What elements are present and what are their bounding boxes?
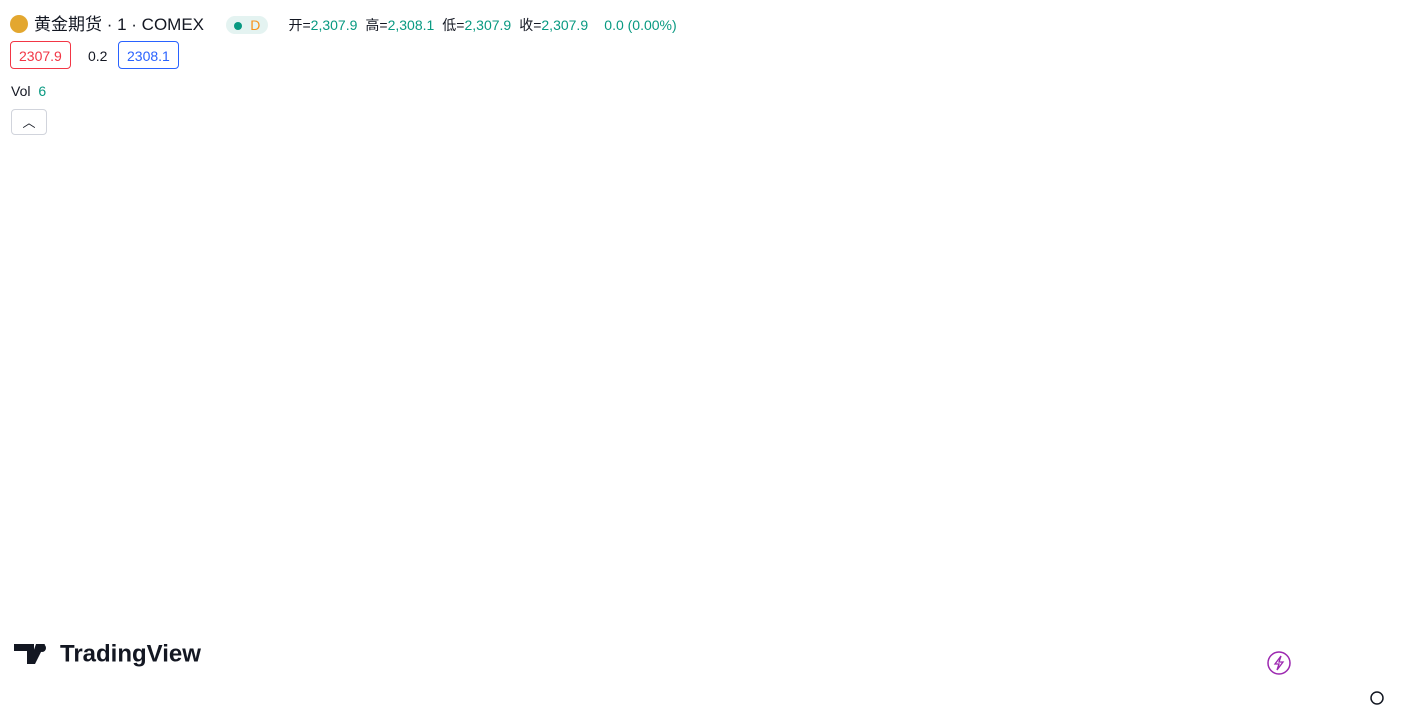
session-dot — [234, 22, 243, 30]
collapse-button[interactable]: ︿ — [11, 109, 47, 135]
ohlc: 开=2,307.9 高=2,308.1 低=2,307.9 收=2,307.9 — [288, 17, 596, 33]
alert-bolt — [1273, 655, 1285, 671]
watermark-dot — [38, 644, 46, 652]
ohlc-value: 2,307.9 — [310, 17, 358, 33]
ohlc-label: 高= — [365, 17, 388, 33]
volume-value: 6 — [38, 83, 47, 99]
session-badge[interactable]: D — [226, 16, 269, 34]
ohlc-value: 2,307.9 — [541, 17, 589, 33]
spread: 0.2 — [88, 48, 108, 64]
volume-legend: Vol 6 — [11, 83, 46, 99]
ohlc-label: 收= — [519, 17, 542, 33]
ohlc-label: 开= — [288, 17, 311, 33]
change: 0.0 (0.00%) — [604, 17, 677, 33]
symbol-row: 黄金期货 · 1 · COMEX D 开=2,307.9 高=2,308.1 低=2… — [10, 10, 677, 35]
settings-icon[interactable] — [1370, 691, 1384, 705]
bid-box[interactable]: 2307.9 — [10, 41, 71, 69]
ask-box[interactable]: 2308.1 — [118, 41, 179, 69]
watermark-text: TradingView — [60, 640, 201, 667]
watermark-logo — [14, 644, 45, 664]
ohlc-value: 2,307.9 — [464, 17, 512, 33]
badge: D — [250, 17, 261, 33]
alert-icon[interactable] — [1267, 651, 1291, 675]
symbol-icon — [10, 15, 28, 33]
ohlc-value: 2,308.1 — [387, 17, 435, 33]
watermark — [14, 644, 46, 664]
symbol: 黄金期货 · 1 · COMEX — [34, 15, 205, 34]
volume-title: Vol — [11, 83, 31, 99]
ohlc-label: 低= — [442, 17, 465, 33]
